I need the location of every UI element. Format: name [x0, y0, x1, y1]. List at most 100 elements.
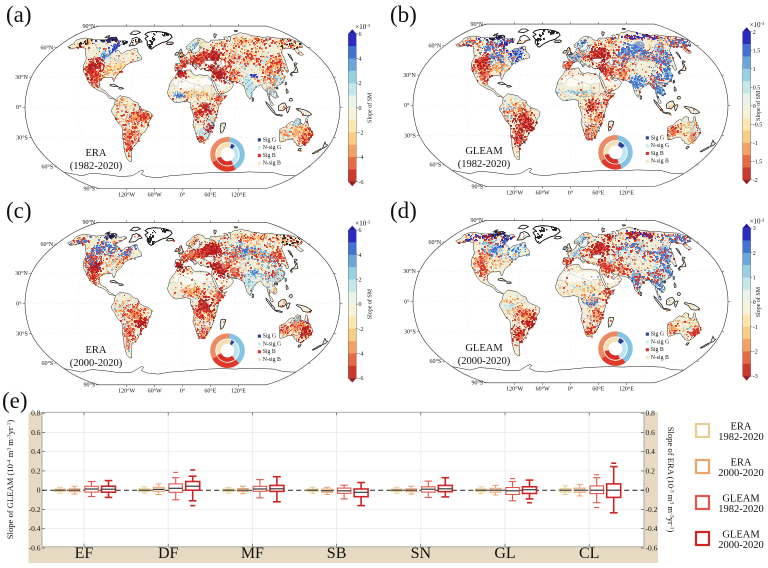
svg-text:(b): (b)	[390, 2, 417, 27]
svg-text:SN: SN	[411, 545, 432, 562]
svg-text:0.8: 0.8	[646, 409, 656, 418]
svg-text:0.6: 0.6	[31, 428, 41, 437]
svg-text:2000-2020: 2000-2020	[718, 468, 764, 479]
svg-text:2: 2	[753, 30, 756, 36]
svg-text:Sig B: Sig B	[651, 347, 664, 353]
svg-text:(d): (d)	[390, 198, 417, 223]
svg-text:(2000-2020): (2000-2020)	[458, 356, 511, 367]
svg-text:GLEAM: GLEAM	[722, 494, 760, 505]
svg-text:-0.2: -0.2	[646, 505, 658, 514]
svg-text:1: 1	[753, 67, 756, 73]
svg-text:Sig B: Sig B	[651, 151, 664, 157]
svg-text:Sig G: Sig G	[263, 137, 276, 143]
svg-text:1982-2020: 1982-2020	[718, 504, 764, 515]
svg-text:2: 2	[753, 251, 756, 257]
svg-text:SB: SB	[327, 545, 347, 562]
svg-text:-2: -2	[359, 327, 364, 333]
svg-text:N-sig G: N-sig G	[651, 339, 670, 345]
svg-text:-1.5: -1.5	[753, 159, 763, 165]
svg-text:(2000-2020): (2000-2020)	[70, 358, 123, 369]
svg-text:3: 3	[753, 226, 756, 232]
svg-text:0.5: 0.5	[753, 85, 761, 91]
svg-text:0: 0	[359, 106, 362, 112]
svg-text:2: 2	[359, 81, 362, 87]
svg-text:Slope of SM: Slope of SM	[366, 288, 373, 319]
svg-text:Slope of SM: Slope of SM	[755, 286, 762, 317]
svg-text:0: 0	[646, 486, 650, 495]
svg-text:4: 4	[359, 57, 362, 63]
svg-text:×10-3: ×10-3	[750, 21, 765, 29]
svg-text:-2: -2	[753, 178, 758, 184]
svg-text:2: 2	[359, 278, 362, 284]
svg-text:DF: DF	[158, 545, 179, 562]
svg-text:1: 1	[753, 276, 756, 282]
svg-text:-1: -1	[753, 141, 758, 147]
svg-text:ERA: ERA	[86, 148, 107, 159]
svg-text:Sig B: Sig B	[263, 349, 276, 355]
svg-text:-2: -2	[359, 131, 364, 137]
svg-text:(c): (c)	[6, 198, 32, 223]
svg-text:N-sig B: N-sig B	[651, 355, 669, 361]
svg-text:1982-2020: 1982-2020	[718, 432, 764, 443]
svg-text:MF: MF	[241, 545, 264, 562]
svg-text:Slope of ERA (10-3 m3 m-3yr-1): Slope of ERA (10-3 m3 m-3yr-1)	[666, 427, 676, 533]
svg-text:-0.2: -0.2	[29, 505, 41, 514]
svg-text:-1: -1	[753, 325, 758, 331]
svg-text:-6: -6	[359, 180, 364, 186]
svg-text:GLEAM: GLEAM	[722, 530, 760, 541]
svg-text:Slope of SM: Slope of SM	[755, 90, 762, 121]
svg-text:-0.4: -0.4	[29, 524, 41, 533]
svg-text:Sig G: Sig G	[651, 332, 664, 338]
svg-text:(1982-2020): (1982-2020)	[70, 161, 123, 172]
svg-text:4: 4	[359, 253, 362, 259]
svg-text:-0.6: -0.6	[29, 544, 41, 553]
svg-text:6: 6	[359, 32, 362, 38]
svg-text:CL: CL	[579, 545, 599, 562]
svg-text:Slope of GLEAM (10-4 m3 m-3yr-: Slope of GLEAM (10-4 m3 m-3yr-1)	[5, 420, 15, 540]
svg-text:×10-3: ×10-3	[355, 23, 370, 31]
svg-text:0.8: 0.8	[31, 409, 41, 418]
svg-text:×10-3: ×10-3	[355, 219, 370, 227]
svg-text:-0.4: -0.4	[646, 524, 658, 533]
svg-text:N-sig G: N-sig G	[263, 341, 282, 347]
svg-text:(a): (a)	[6, 2, 32, 27]
svg-text:-6: -6	[359, 376, 364, 382]
svg-text:EF: EF	[75, 545, 94, 562]
svg-text:N-sig G: N-sig G	[263, 145, 282, 151]
svg-text:ERA: ERA	[86, 345, 107, 356]
svg-text:0.6: 0.6	[646, 428, 656, 437]
svg-text:2000-2020: 2000-2020	[718, 540, 764, 551]
svg-text:6: 6	[359, 228, 362, 234]
svg-text:-2: -2	[753, 350, 758, 356]
svg-text:GL: GL	[494, 545, 515, 562]
svg-text:-0.5: -0.5	[753, 122, 763, 128]
svg-text:0: 0	[753, 300, 756, 306]
svg-text:1.5: 1.5	[753, 48, 761, 54]
svg-text:Sig G: Sig G	[651, 135, 664, 141]
svg-text:0.2: 0.2	[31, 466, 41, 475]
svg-text:N-sig B: N-sig B	[263, 357, 281, 363]
svg-text:N-sig B: N-sig B	[263, 161, 281, 167]
svg-text:-0.6: -0.6	[646, 544, 658, 553]
svg-text:ERA: ERA	[731, 458, 752, 469]
svg-text:0.2: 0.2	[646, 466, 656, 475]
svg-text:(e): (e)	[2, 388, 28, 413]
svg-text:-4: -4	[359, 155, 364, 161]
svg-text:0: 0	[753, 104, 756, 110]
svg-text:0: 0	[359, 302, 362, 308]
svg-text:ERA: ERA	[731, 422, 752, 433]
svg-text:0.4: 0.4	[646, 447, 656, 456]
svg-text:Slope of SM: Slope of SM	[366, 92, 373, 123]
svg-text:×10-3: ×10-3	[750, 217, 765, 225]
svg-text:GLEAM: GLEAM	[465, 146, 503, 157]
svg-text:GLEAM: GLEAM	[465, 343, 503, 354]
svg-text:Sig B: Sig B	[263, 153, 276, 159]
svg-text:(1982-2020): (1982-2020)	[458, 159, 511, 170]
svg-text:-3: -3	[753, 374, 758, 380]
svg-text:0: 0	[37, 486, 41, 495]
svg-text:-4: -4	[359, 352, 364, 358]
svg-text:0.4: 0.4	[31, 447, 41, 456]
svg-text:N-sig B: N-sig B	[651, 159, 669, 165]
svg-text:N-sig G: N-sig G	[651, 143, 670, 149]
svg-text:Sig G: Sig G	[263, 334, 276, 340]
